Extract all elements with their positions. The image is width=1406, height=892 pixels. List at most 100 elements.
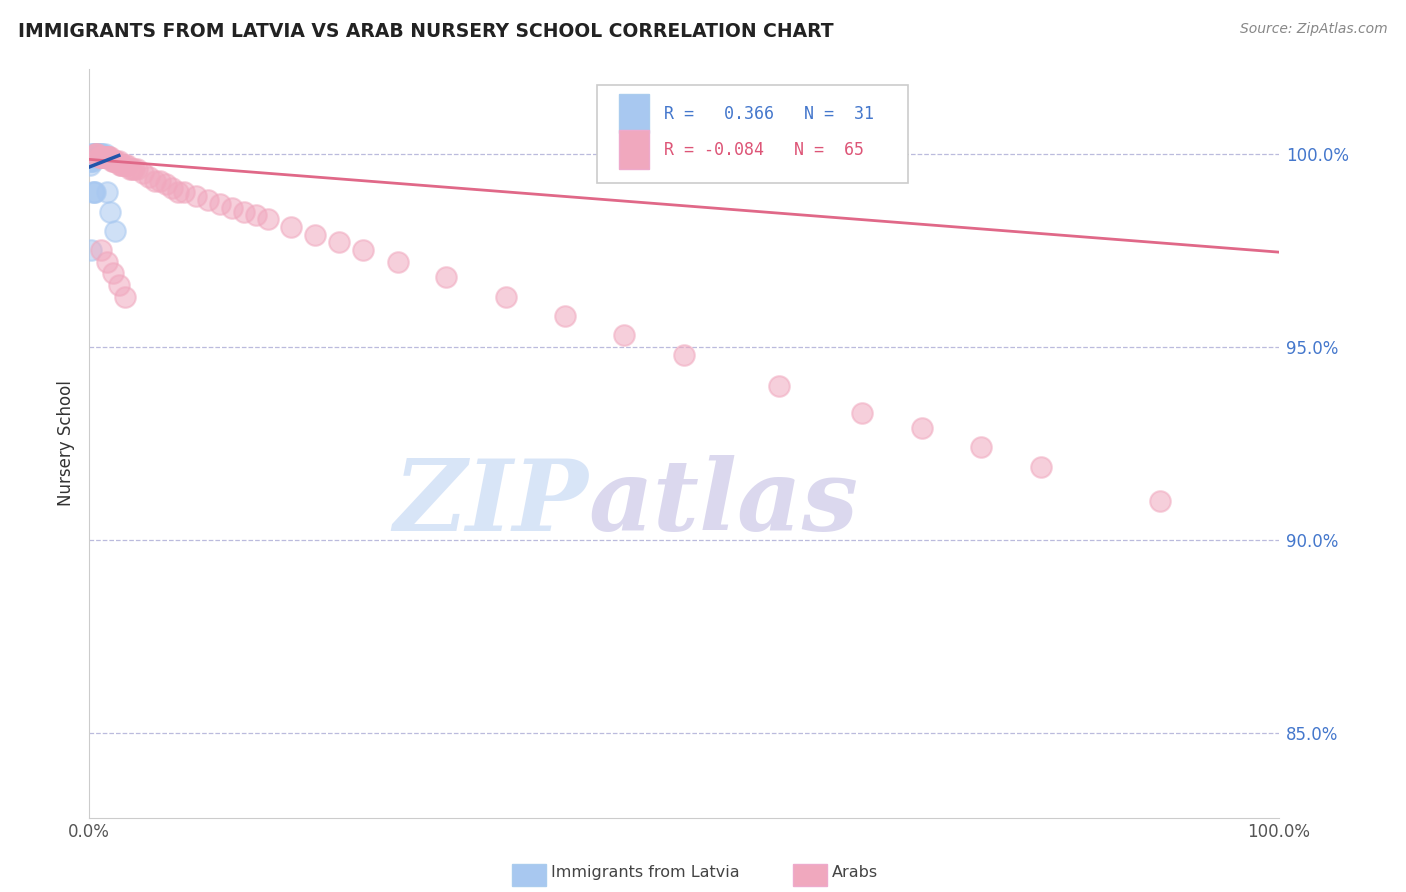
Point [84,146,107,161]
Point [768,378,790,392]
Point [90,150,112,164]
Point [83,185,105,199]
Point [851,406,873,420]
Point [256,212,278,227]
Point [82,185,104,199]
FancyBboxPatch shape [598,85,908,183]
Point [90,244,112,258]
Point [186,189,208,203]
Point [114,290,136,304]
Point [434,270,457,285]
Point [245,208,267,222]
Point [280,219,302,234]
Text: R =   0.366   N =  31: R = 0.366 N = 31 [664,104,873,122]
Point [101,267,124,281]
Point [80,244,103,258]
Point [108,278,131,293]
Point [352,244,374,258]
Point [84,146,107,161]
Point [90,150,112,164]
Text: Arabs: Arabs [832,865,879,880]
Point [328,235,350,250]
Point [197,193,219,207]
Point [82,146,104,161]
Y-axis label: Nursery School: Nursery School [58,381,75,507]
Point [100,204,122,219]
Point [155,178,177,192]
Point [89,146,111,161]
Point [104,154,127,169]
Point [83,150,105,164]
Point [80,154,103,169]
Point [672,348,695,362]
Point [173,185,195,199]
Point [121,161,143,176]
Point [80,150,103,164]
Point [911,421,934,435]
Point [86,146,108,161]
Point [232,204,254,219]
Text: atlas: atlas [589,455,859,552]
Point [208,196,231,211]
Point [90,146,112,161]
Point [97,150,120,164]
Point [143,173,166,187]
Point [149,173,172,187]
Point [100,154,122,169]
Point [613,328,636,343]
Point [111,158,134,172]
Point [96,255,118,269]
Point [103,154,125,169]
Point [495,290,517,304]
Point [86,150,108,164]
Point [83,146,105,161]
Point [79,150,101,164]
Point [108,158,131,172]
Point [105,154,128,169]
Point [87,146,110,161]
Point [304,227,326,242]
Point [91,150,114,164]
Point [138,169,160,184]
Text: R = -0.084   N =  65: R = -0.084 N = 65 [664,141,863,159]
Point [96,150,118,164]
Point [89,150,111,164]
Point [94,150,117,164]
Point [125,161,148,176]
Point [84,150,107,164]
Text: Immigrants from Latvia: Immigrants from Latvia [551,865,740,880]
Point [101,154,124,169]
FancyBboxPatch shape [619,130,650,169]
Text: Source: ZipAtlas.com: Source: ZipAtlas.com [1240,22,1388,37]
Point [1149,494,1171,508]
Point [108,154,131,169]
Text: IMMIGRANTS FROM LATVIA VS ARAB NURSERY SCHOOL CORRELATION CHART: IMMIGRANTS FROM LATVIA VS ARAB NURSERY S… [18,22,834,41]
Point [96,185,118,199]
Point [93,146,115,161]
Point [114,158,136,172]
Point [93,150,115,164]
Point [167,185,190,199]
Point [87,150,110,164]
Point [93,150,115,164]
Point [79,154,101,169]
Point [79,158,101,172]
Point [115,158,138,172]
Point [91,146,114,161]
Point [82,154,104,169]
Point [86,146,108,161]
Point [80,146,103,161]
Point [93,150,115,164]
Point [98,150,121,164]
Point [221,201,243,215]
Point [970,441,993,455]
Point [104,224,127,238]
Point [84,150,107,164]
Point [110,158,132,172]
Point [1029,459,1052,474]
Point [387,255,409,269]
Point [131,166,153,180]
Point [162,181,184,195]
Point [84,146,107,161]
Point [84,185,107,199]
